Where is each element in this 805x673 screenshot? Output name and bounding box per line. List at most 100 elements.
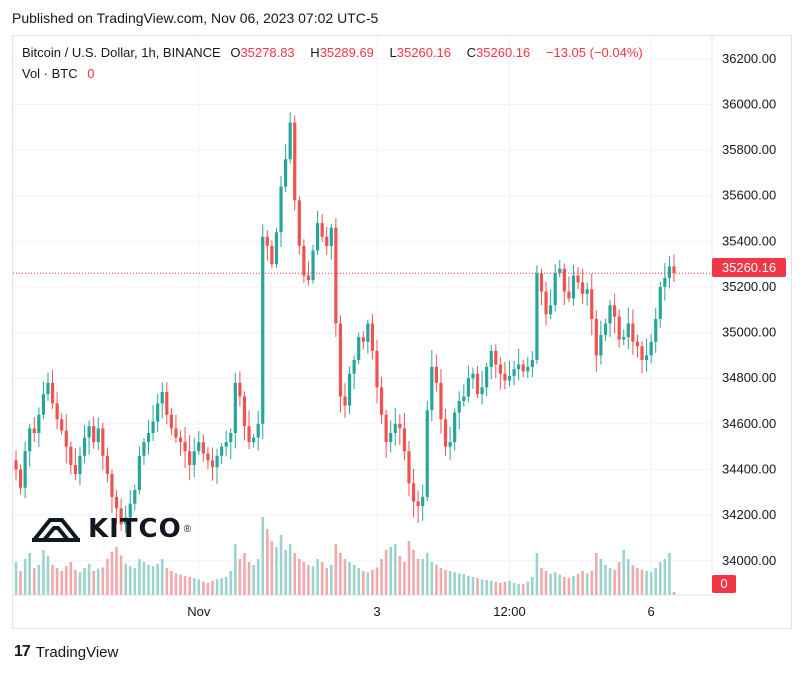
candle-body [672,266,676,274]
kitco-logo-icon [32,518,80,542]
candle-body [197,442,201,452]
volume-bar [243,553,246,595]
candle-body [210,460,215,468]
volume-bar [599,559,603,595]
volume-bar [51,565,54,595]
chart-frame[interactable] [12,35,792,629]
y-tick-label: 34000.00 [722,553,776,568]
volume-bar [106,559,109,595]
candle-body [571,275,576,299]
candle-body [242,396,247,427]
candle-body [73,464,78,475]
volume-label[interactable]: Vol · BTC [22,66,78,81]
change-value: −13.05 (−0.04%) [545,45,643,60]
volume-bar [608,568,612,595]
candle-body [137,455,141,491]
volume-bar [224,577,228,595]
published-caption: Published on TradingView.com, Nov 06, 20… [12,10,379,26]
volume-bar [453,572,456,595]
volume-bar [46,556,50,595]
candle-body [311,250,315,281]
candle-body [558,268,562,274]
candle-body [206,453,210,461]
candle-body [517,364,521,370]
candle-body [28,428,32,452]
candle-body [549,305,553,315]
candle-body [229,433,233,443]
volume-bar [425,553,429,595]
volume-bar [279,535,283,595]
volume-bar [348,562,351,595]
volume-bar [503,581,507,595]
candle-body [498,364,502,374]
volume-bar [96,568,100,595]
volume-bar [526,581,530,595]
symbol-label[interactable]: Bitcoin / U.S. Dollar, 1h, BINANCE [22,45,221,60]
volume-bar [494,581,498,595]
candle-body [256,423,260,438]
candle-body [439,382,443,420]
candle-body [32,428,36,434]
tradingview-footer[interactable]: 17 TradingView [14,643,118,661]
volume-bar [37,565,41,595]
volume-bar [133,568,137,595]
volume-bar [499,583,502,595]
candle-body [265,236,269,246]
y-tick-label: 35200.00 [722,279,776,294]
volume-bar [416,559,420,595]
volume-bar [42,550,45,595]
candle-body [151,421,155,434]
volume-bar [590,571,594,595]
candle-body [430,366,434,411]
candle-body [192,451,196,465]
candle-body [55,403,59,420]
volume-bar [23,559,27,595]
volume-bar [183,575,187,595]
candle-body [375,350,379,388]
volume-bar [83,568,86,595]
volume-bar [202,581,205,595]
volume-bar [663,559,667,595]
volume-bar [361,571,365,595]
candle-body [247,426,251,443]
candle-body [608,305,612,324]
volume-bar [407,541,411,595]
candle-body [124,517,128,525]
volume-bar [170,571,173,595]
candle-body [594,318,598,356]
volume-bar [252,565,255,595]
candle-body [283,159,288,187]
candle-body [156,403,160,422]
candle-body [457,401,461,413]
volume-bar [512,583,516,595]
volume-bar [531,577,534,595]
volume-bar [375,567,379,595]
volume-bar [595,553,598,595]
candle-body [50,382,55,404]
volume-bar [604,565,607,595]
candle-body [407,451,411,484]
volume-bar [553,572,557,595]
volume-bar [206,583,210,595]
candle-body [539,273,544,292]
candle-body [389,433,393,443]
volume-bar [403,562,406,595]
candle-body [69,446,73,465]
volume-bar [14,562,18,595]
volume-bar [430,562,434,595]
volume-bar [179,574,182,595]
volume-legend: Vol · BTC 0 [22,66,100,81]
y-tick-label: 35800.00 [722,142,776,157]
candle-body [443,419,448,447]
volume-bar [581,571,584,595]
candle-body [347,373,352,406]
candle-body [384,414,388,443]
volume-bar [389,547,392,595]
candle-body [480,387,484,395]
candle-body [462,396,466,402]
volume-bar [567,578,571,595]
volume-bar [197,579,201,595]
candle-body [110,474,114,497]
volume-bar [298,559,301,595]
